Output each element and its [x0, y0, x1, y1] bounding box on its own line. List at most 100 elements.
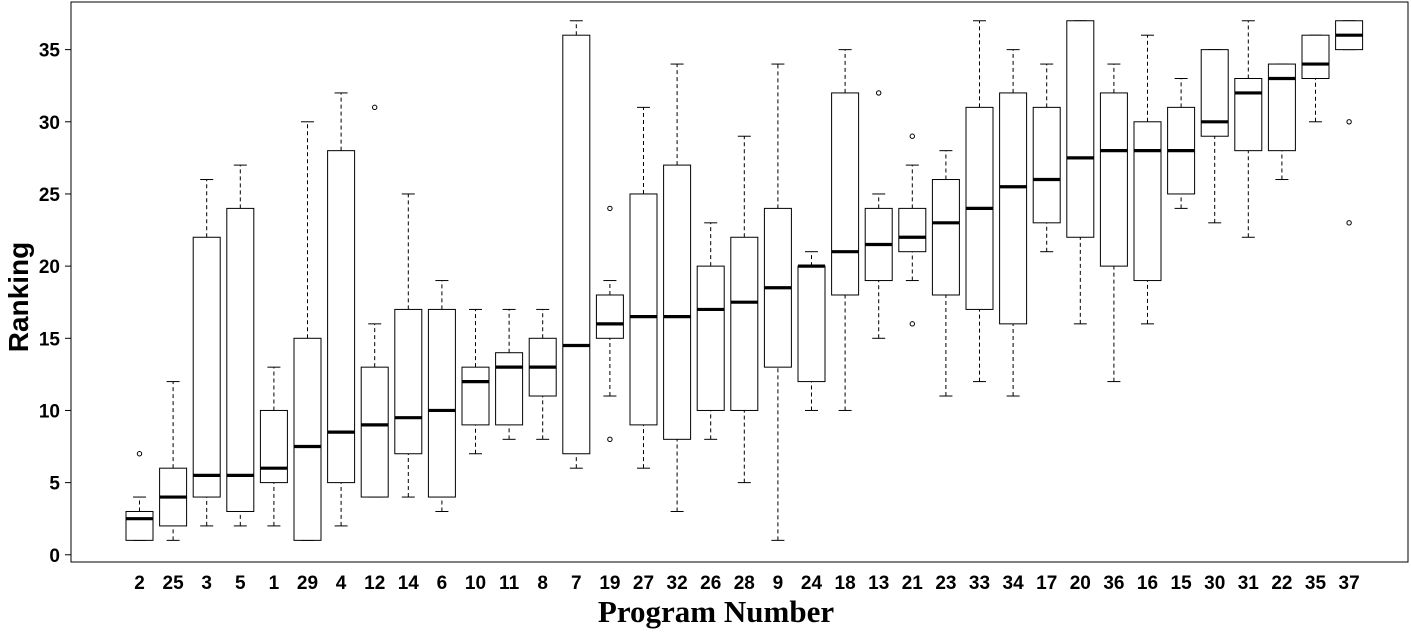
box-2	[125, 451, 154, 541]
box-14	[394, 193, 423, 498]
outlier-point	[876, 90, 882, 96]
box-iqr	[360, 366, 389, 498]
box-33	[965, 20, 994, 383]
box-22	[1267, 63, 1296, 181]
boxes-group	[125, 20, 1364, 541]
box-iqr	[931, 179, 960, 296]
box-28	[730, 135, 759, 484]
box-20	[1066, 20, 1095, 325]
y-axis-title: Ranking	[3, 242, 34, 352]
box-6	[427, 280, 456, 512]
x-tick-label: 12	[364, 573, 385, 594]
x-tick-label: 8	[537, 573, 548, 594]
x-tick-label: 29	[297, 573, 318, 594]
box-11	[495, 308, 524, 440]
x-tick-label: 9	[773, 573, 784, 594]
box-iqr	[562, 34, 591, 455]
box-iqr	[1301, 34, 1330, 79]
box-35	[1301, 34, 1330, 123]
box-iqr	[730, 236, 759, 411]
x-tick-label: 3	[201, 573, 212, 594]
x-tick-label: 4	[336, 573, 347, 594]
x-tick-label: 15	[1171, 573, 1193, 594]
y-tick-label: 20	[39, 257, 60, 278]
x-tick-label: 2	[134, 573, 145, 594]
y-tick-label: 15	[39, 329, 61, 350]
outlier-point	[372, 104, 378, 111]
x-tick-label: 32	[667, 573, 688, 594]
box-iqr	[663, 164, 692, 440]
outlier-point	[1346, 220, 1352, 226]
box-13	[864, 90, 893, 339]
box-34	[999, 49, 1028, 397]
x-tick-label: 28	[734, 573, 755, 594]
box-iqr	[1066, 20, 1095, 238]
box-iqr	[259, 409, 288, 484]
box-16	[1133, 34, 1162, 325]
y-tick-label: 10	[39, 401, 60, 422]
outlier-point	[607, 436, 613, 443]
x-tick-label: 5	[235, 573, 246, 594]
x-tick-label: 6	[437, 573, 448, 594]
box-10	[461, 308, 490, 455]
box-iqr	[327, 150, 356, 484]
x-tick-label: 30	[1204, 573, 1225, 594]
x-tick-label: 21	[902, 573, 924, 594]
x-tick-label: 24	[801, 573, 823, 594]
box-24	[797, 251, 826, 411]
box-29	[293, 121, 322, 541]
x-tick-label: 18	[835, 573, 856, 594]
box-23	[931, 150, 960, 397]
x-axis-title: Program Number	[598, 594, 834, 629]
box-21	[898, 133, 927, 327]
box-iqr	[1032, 106, 1061, 224]
box-iqr	[1099, 92, 1128, 267]
box-27	[629, 106, 658, 469]
box-3	[192, 179, 221, 527]
box-iqr	[461, 366, 490, 426]
box-iqr	[226, 207, 255, 512]
box-31	[1234, 20, 1263, 238]
x-tick-label: 1	[269, 573, 280, 594]
box-19	[595, 205, 624, 443]
plot-frame	[70, 1, 1409, 563]
x-tick-label: 13	[868, 573, 889, 594]
box-iqr	[1234, 77, 1263, 152]
box-17	[1032, 63, 1061, 253]
box-iqr	[427, 308, 456, 498]
x-tick-label: 23	[935, 573, 956, 594]
box-iqr	[394, 308, 423, 455]
box-iqr	[898, 207, 927, 253]
box-iqr	[495, 352, 524, 426]
y-tick-label: 25	[39, 185, 61, 206]
x-tick-label: 27	[633, 573, 654, 594]
box-iqr	[293, 337, 322, 541]
box-iqr	[797, 265, 826, 383]
y-tick-label: 30	[39, 113, 60, 134]
box-25	[159, 381, 188, 541]
x-tick-label: 35	[1305, 573, 1327, 594]
box-26	[696, 222, 725, 440]
x-tick-label: 22	[1271, 573, 1292, 594]
x-tick-label: 17	[1036, 573, 1057, 594]
y-tick-label: 35	[39, 41, 61, 62]
outlier-point	[909, 133, 915, 139]
box-37	[1335, 20, 1364, 226]
box-iqr	[595, 294, 624, 339]
x-tick-label: 16	[1137, 573, 1158, 594]
box-7	[562, 20, 591, 469]
outlier-point	[607, 205, 613, 212]
box-12	[360, 104, 389, 498]
y-axis: 0 5 10 15 20 25 30 35	[39, 41, 71, 567]
x-tick-label: 14	[398, 573, 420, 594]
x-tick-label: 33	[969, 573, 990, 594]
x-tick-label: 34	[1003, 573, 1025, 594]
box-8	[528, 308, 557, 440]
outlier-point	[909, 321, 915, 327]
box-iqr	[125, 510, 154, 541]
x-tick-label: 19	[599, 573, 620, 594]
x-axis: 2 25 3 5 1 29 4 12 14 6 10 11 8 7 19 27 32 26 28 9 24 18 13 21 2…	[134, 573, 1359, 594]
box-15	[1167, 77, 1196, 209]
